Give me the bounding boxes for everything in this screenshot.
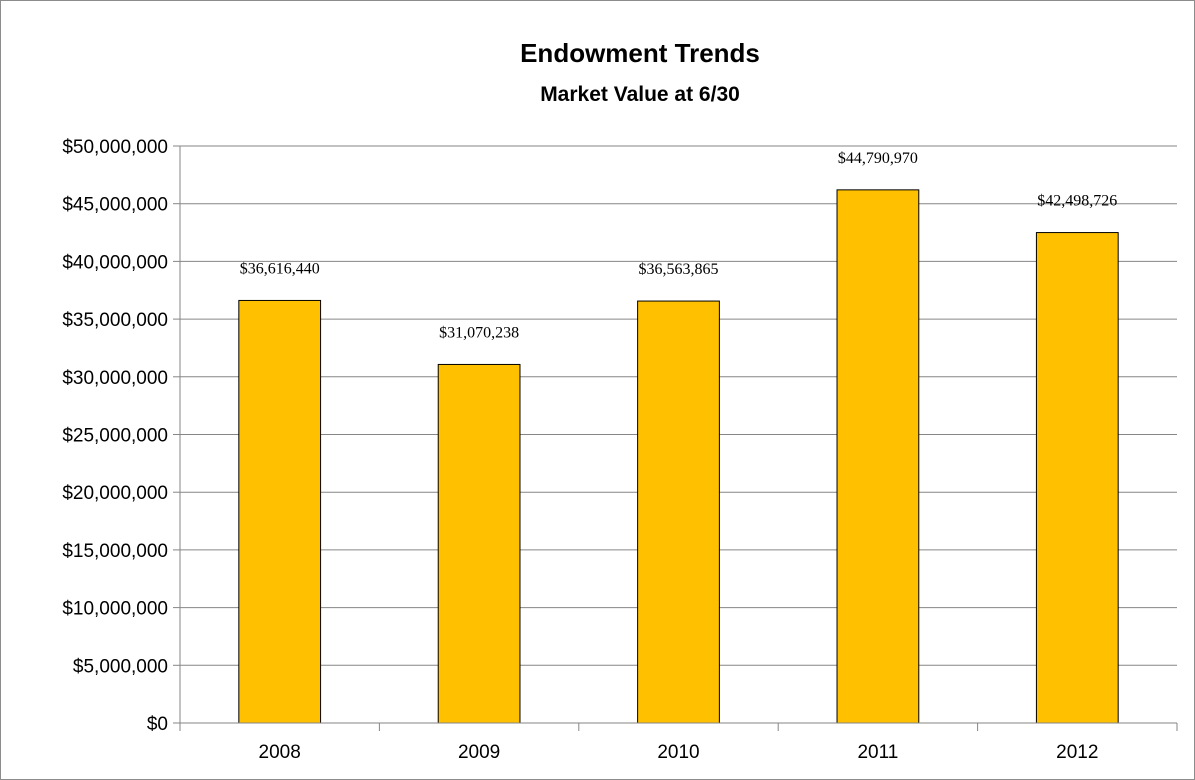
x-tick-label: 2011 bbox=[857, 742, 898, 763]
y-tick-label: $20,000,000 bbox=[62, 483, 168, 504]
bar-2012 bbox=[1035, 232, 1119, 724]
data-labels: $36,616,440 $31,070,238 $36,563,865 $44,790… bbox=[240, 150, 1118, 342]
data-label-2009: $31,070,238 bbox=[439, 324, 519, 341]
bar-2009 bbox=[437, 363, 521, 724]
data-label-2012: $42,498,726 bbox=[1037, 193, 1117, 210]
x-tick-label: 2012 bbox=[1056, 742, 1098, 763]
data-label-2011: $44,790,970 bbox=[838, 150, 918, 167]
x-axis: 2008 2009 2010 2011 2012 bbox=[179, 146, 1178, 763]
y-axis-ticks: $0 $5,000,000 $10,000,000 $15,000,000 $20,00… bbox=[62, 137, 180, 735]
data-label-2008: $36,616,440 bbox=[240, 260, 320, 277]
y-tick-label: $25,000,000 bbox=[62, 426, 168, 447]
bar-2011 bbox=[836, 189, 920, 724]
bar-2008 bbox=[238, 299, 322, 724]
x-tick-label: 2010 bbox=[657, 742, 699, 763]
data-label-2010: $36,563,865 bbox=[639, 261, 719, 278]
y-tick-label: $50,000,000 bbox=[62, 137, 168, 158]
x-tick-label: 2008 bbox=[259, 742, 301, 763]
y-tick-label: $10,000,000 bbox=[62, 599, 168, 620]
bar-2010 bbox=[637, 300, 720, 724]
gridlines bbox=[180, 145, 1177, 666]
chart-subtitle: Market Value at 6/30 bbox=[540, 83, 740, 106]
y-tick-label: $0 bbox=[147, 714, 168, 735]
chart-title: Endowment Trends bbox=[520, 38, 760, 68]
y-tick-label: $15,000,000 bbox=[62, 541, 168, 562]
y-tick-label: $40,000,000 bbox=[62, 252, 168, 273]
y-tick-label: $35,000,000 bbox=[62, 310, 168, 331]
y-tick-label: $45,000,000 bbox=[62, 195, 168, 216]
bars bbox=[238, 189, 1119, 724]
y-tick-label: $5,000,000 bbox=[73, 656, 168, 677]
y-tick-label: $30,000,000 bbox=[62, 368, 168, 389]
x-tick-label: 2009 bbox=[458, 742, 500, 763]
